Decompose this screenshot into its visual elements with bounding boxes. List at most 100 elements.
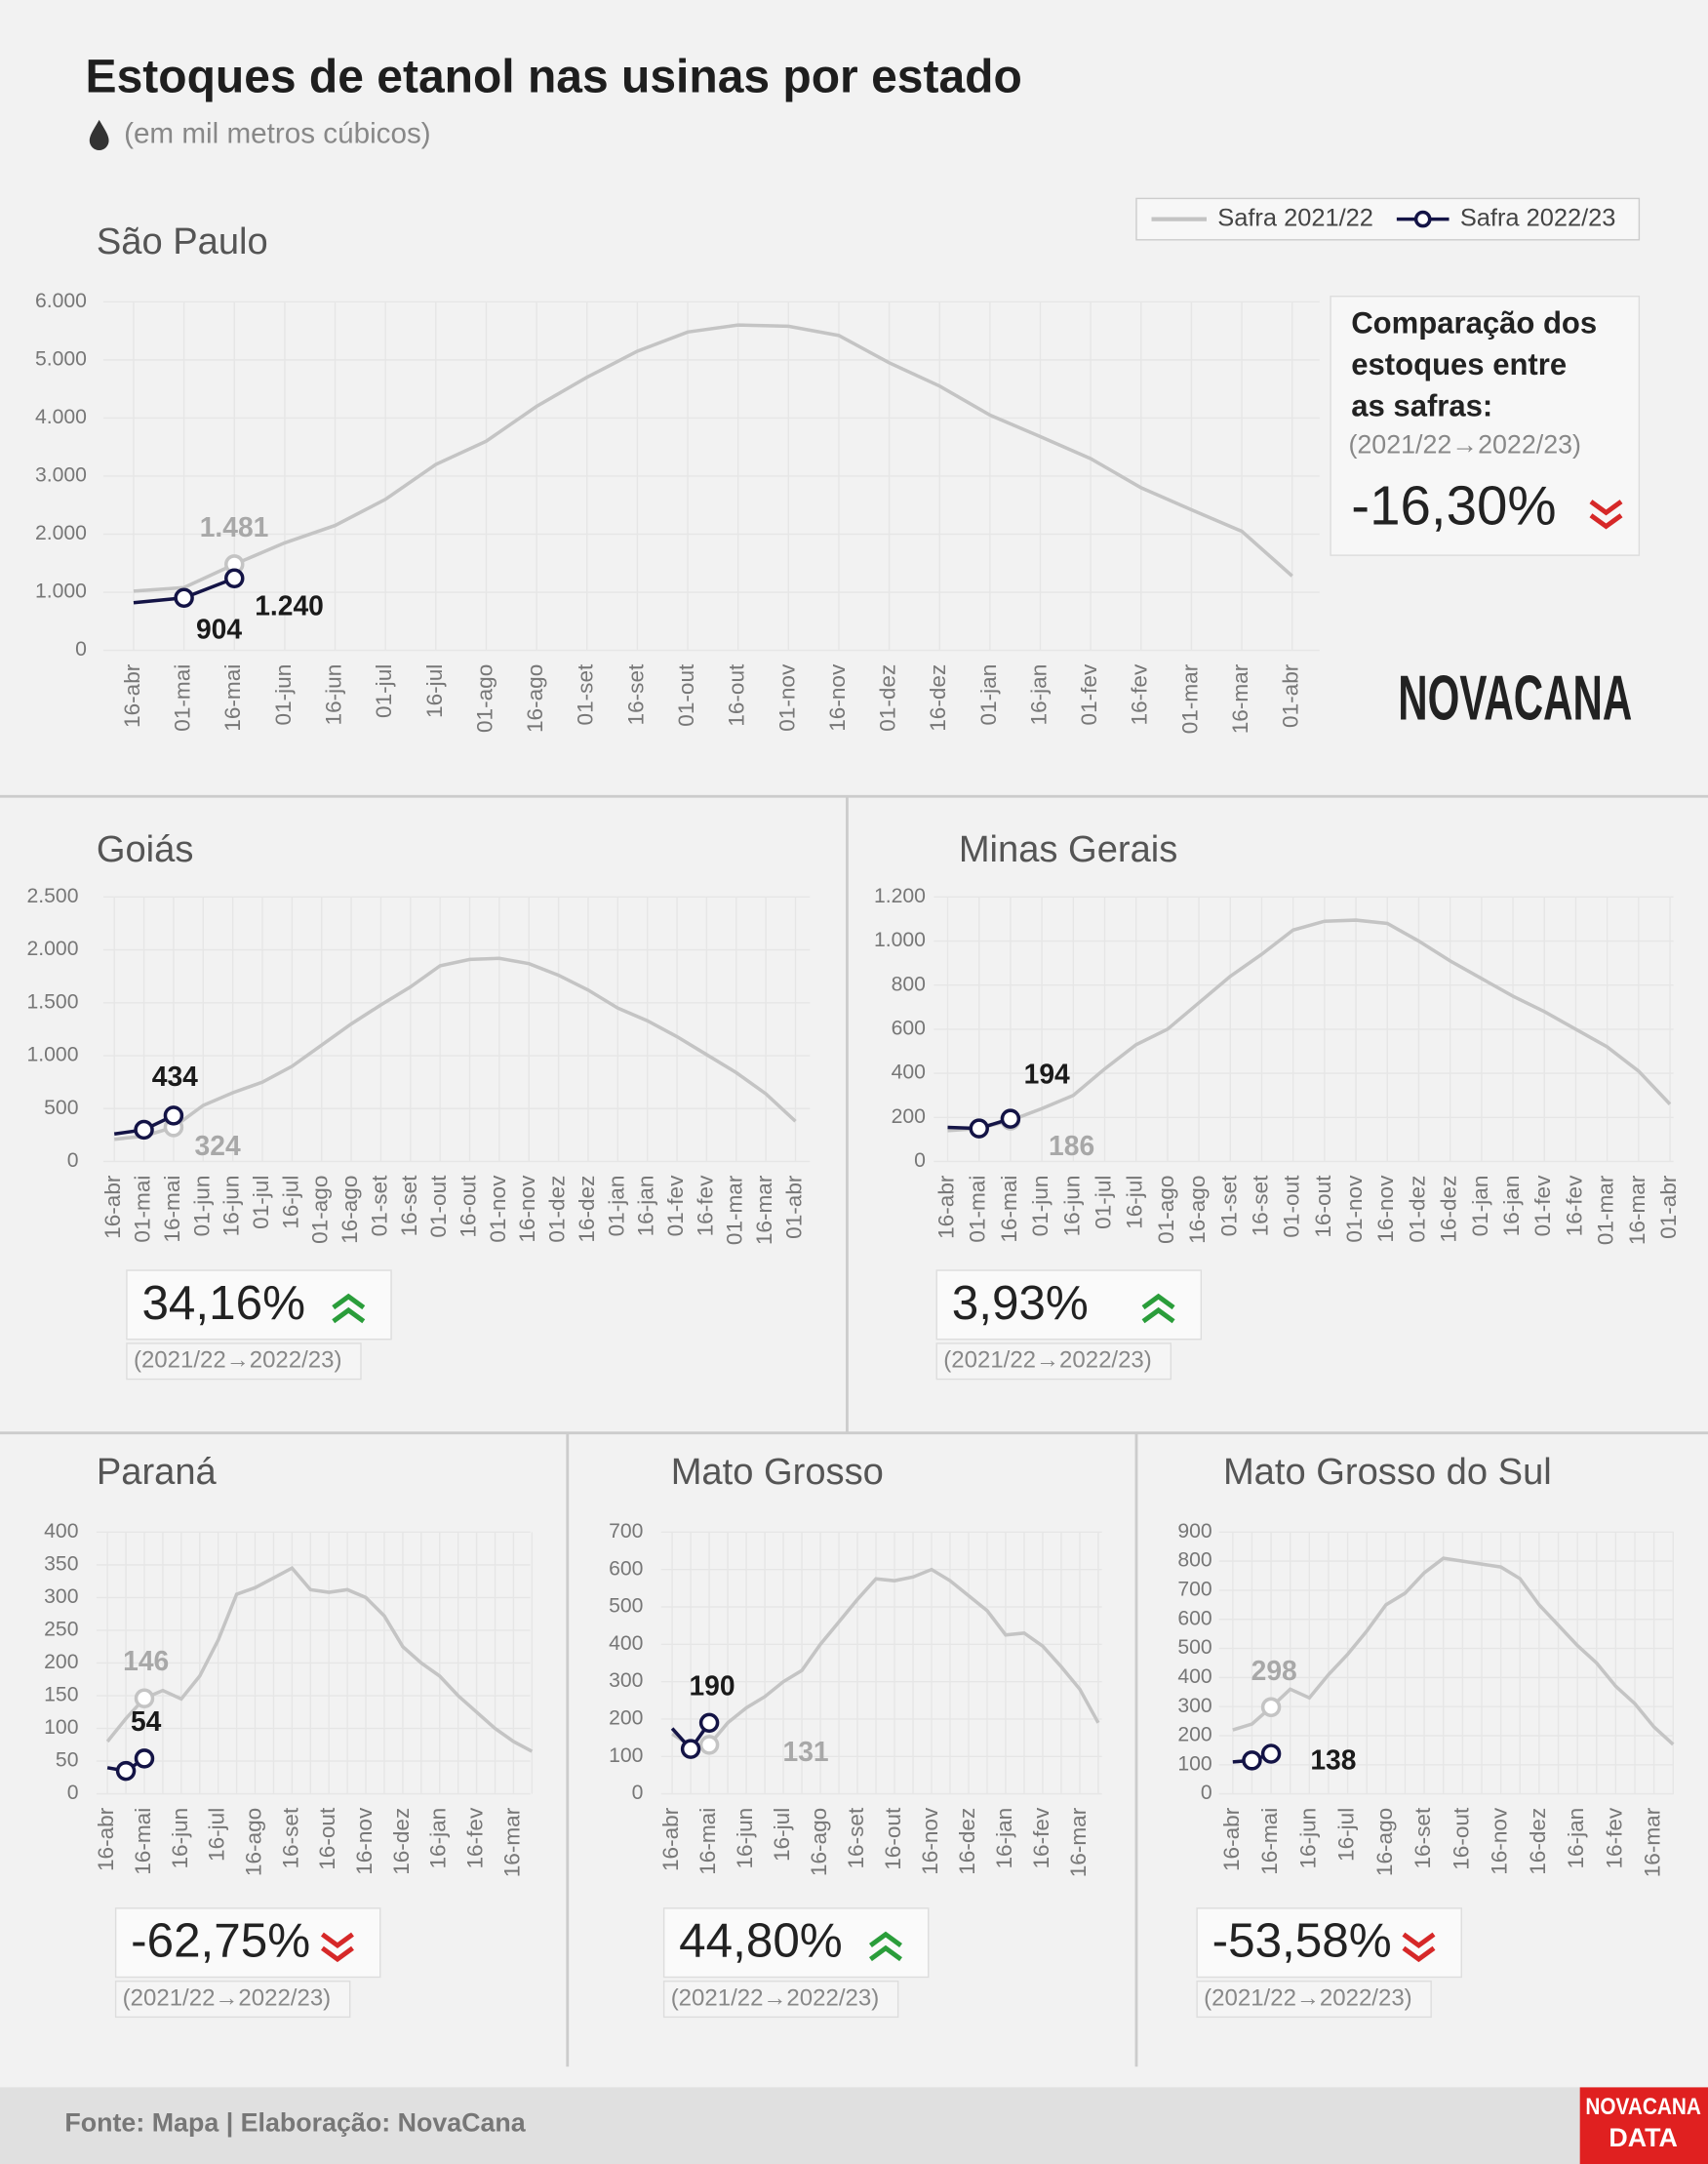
x-tick-label: 01-jun: [1028, 1176, 1053, 1237]
y-tick-label: 2.000: [27, 938, 79, 960]
x-tick-label: 16-mai: [220, 664, 245, 732]
y-tick-label: 400: [44, 1520, 78, 1543]
x-tick-label: 16-mar: [1228, 663, 1252, 734]
y-tick-label: 0: [67, 1782, 79, 1804]
value-label: 324: [195, 1130, 241, 1161]
x-tick-label: 16-nov: [515, 1175, 539, 1243]
footer-logo-box: [1579, 2087, 1708, 2164]
y-tick-label: 400: [1177, 1665, 1211, 1688]
comparison-change: 44,80%: [679, 1914, 843, 1968]
comparison-period: (2021/22→2022/23): [123, 1984, 332, 2011]
value-label: 186: [1049, 1130, 1094, 1161]
comparison-period: (2021/22→2022/23): [671, 1984, 880, 2011]
footer-source: Fonte: Mapa | Elaboração: NovaCana: [64, 2108, 526, 2138]
series-line: [105, 1566, 534, 1753]
x-tick-label: 16-mar: [1625, 1175, 1649, 1245]
trend-chevron: [332, 1293, 366, 1310]
y-tick-label: 250: [44, 1619, 78, 1641]
x-tick-label: 16-fev: [463, 1807, 488, 1868]
legend-label: Safra 2021/22: [1217, 204, 1373, 231]
x-tick-label: 16-abr: [658, 1807, 683, 1871]
y-tick-label: 0: [1201, 1782, 1212, 1804]
chart-title: Mato Grosso: [671, 1451, 884, 1493]
x-tick-label: 16-ago: [1185, 1176, 1210, 1244]
x-tick-label: 16-dez: [955, 1808, 979, 1875]
series-line: [1232, 1556, 1675, 1746]
value-label: 54: [131, 1705, 162, 1737]
y-tick-label: 200: [44, 1651, 78, 1673]
x-tick-label: 16-abr: [1219, 1807, 1244, 1871]
point-marker: [224, 568, 245, 588]
y-tick-label: 3.000: [35, 464, 87, 487]
x-tick-label: 16-dez: [575, 1176, 599, 1243]
value-label: 1.481: [200, 511, 269, 542]
y-tick-label: 800: [892, 973, 926, 995]
x-tick-label: 16-nov: [1373, 1175, 1398, 1243]
y-tick-label: 1.000: [27, 1044, 79, 1066]
x-tick-label: 16-dez: [926, 664, 950, 732]
comparison-box: [662, 1907, 930, 1979]
x-tick-label: 01-out: [426, 1175, 451, 1238]
x-tick-label: 01-fev: [1077, 663, 1101, 725]
x-tick-label: 16-dez: [1526, 1808, 1550, 1875]
x-tick-label: 16-dez: [1437, 1176, 1461, 1243]
y-tick-label: 300: [1177, 1695, 1211, 1717]
comparison-heading: estoques entre: [1351, 347, 1567, 381]
y-tick-label: 1.500: [27, 990, 79, 1013]
trend-chevron: [1141, 1293, 1175, 1310]
x-tick-label: 01-abr: [781, 1175, 806, 1239]
comparison-period: (2021/22→2022/23): [1204, 1984, 1412, 2011]
y-tick-label: 2.500: [27, 885, 79, 907]
point-marker: [680, 1739, 701, 1759]
x-tick-label: 16-jan: [992, 1808, 1016, 1869]
point-marker: [1000, 1108, 1021, 1129]
point-marker: [134, 1688, 155, 1708]
comparison-period: (2021/22→2022/23): [134, 1347, 342, 1374]
x-tick-label: 16-set: [1410, 1807, 1435, 1868]
x-tick-label: 16-nov: [825, 663, 850, 732]
x-tick-label: 01-nov: [486, 1175, 510, 1243]
x-tick-label: 16-jun: [322, 664, 346, 726]
y-tick-label: 4.000: [35, 406, 87, 428]
x-tick-label: 01-out: [1280, 1175, 1304, 1238]
x-tick-label: 16-fev: [1128, 663, 1152, 725]
trend-chevron: [1589, 500, 1623, 516]
value-label: 190: [689, 1669, 735, 1701]
x-tick-label: 16-out: [315, 1807, 339, 1870]
x-tick-label: 01-mai: [171, 664, 195, 732]
x-tick-label: 16-out: [1449, 1807, 1473, 1870]
value-label: 131: [783, 1736, 829, 1767]
x-tick-label: 16-mai: [131, 1808, 155, 1875]
point-marker: [1260, 1697, 1282, 1718]
y-tick-label: 100: [1177, 1752, 1211, 1775]
series-line: [671, 1567, 1100, 1747]
x-tick-label: 01-jul: [249, 1176, 273, 1229]
x-tick-label: 16-jan: [426, 1808, 451, 1869]
x-tick-label: 16-dez: [389, 1808, 414, 1875]
x-tick-label: 16-out: [456, 1175, 480, 1238]
comparison-period: (2021/22→2022/23): [1348, 430, 1581, 460]
x-tick-label: 01-jan: [1468, 1176, 1492, 1237]
x-tick-label: 16-set: [1248, 1175, 1272, 1236]
y-tick-label: 0: [75, 638, 87, 661]
x-tick-label: 16-jan: [1564, 1808, 1588, 1869]
value-label: 146: [123, 1645, 169, 1676]
chart-title: Paraná: [97, 1451, 218, 1493]
point-marker: [1242, 1750, 1262, 1771]
x-tick-label: 16-jun: [1295, 1808, 1320, 1869]
x-tick-label: 01-jul: [372, 664, 396, 718]
trend-chevron: [320, 1932, 354, 1949]
point-marker: [698, 1735, 720, 1755]
x-tick-label: 16-mar: [752, 1175, 776, 1245]
y-tick-label: 600: [609, 1557, 643, 1580]
point-marker: [174, 587, 194, 609]
period-box: [126, 1342, 362, 1381]
y-tick-label: 400: [609, 1632, 643, 1655]
x-tick-label: 01-dez: [1405, 1176, 1429, 1243]
x-tick-label: 16-jun: [219, 1176, 244, 1237]
x-tick-label: 16-abr: [94, 1807, 118, 1871]
y-tick-label: 900: [1177, 1520, 1211, 1543]
x-tick-label: 16-mai: [695, 1808, 720, 1875]
y-tick-label: 0: [632, 1782, 644, 1804]
